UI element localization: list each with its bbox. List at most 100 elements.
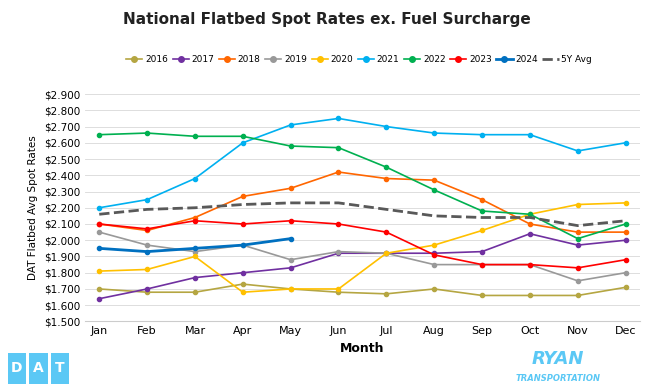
2023: [239, 221, 247, 226]
5Y Avg: [526, 215, 534, 220]
2017: [526, 231, 534, 236]
2023: [383, 230, 390, 234]
2022: [383, 165, 390, 169]
2017: [478, 249, 486, 254]
5Y Avg: [574, 223, 582, 228]
2018: [191, 215, 199, 220]
2024: [191, 246, 199, 251]
2018: [143, 228, 151, 233]
2023: [574, 265, 582, 270]
2019: [526, 262, 534, 267]
2020: [239, 290, 247, 294]
Text: T: T: [56, 361, 65, 376]
2016: [478, 293, 486, 298]
2024: [287, 236, 295, 241]
Bar: [51, 353, 69, 384]
2019: [95, 230, 103, 234]
Line: 2022: 2022: [97, 131, 628, 241]
2019: [191, 249, 199, 254]
2020: [334, 287, 342, 291]
2023: [287, 218, 295, 223]
Line: 2016: 2016: [97, 282, 628, 298]
2019: [239, 243, 247, 247]
2019: [430, 262, 438, 267]
2020: [574, 202, 582, 207]
2016: [95, 287, 103, 291]
2019: [143, 243, 151, 247]
2021: [383, 124, 390, 129]
5Y Avg: [430, 214, 438, 218]
2018: [526, 221, 534, 226]
2016: [287, 287, 295, 291]
2018: [430, 178, 438, 183]
2020: [191, 254, 199, 259]
2017: [430, 251, 438, 256]
5Y Avg: [95, 212, 103, 217]
2020: [430, 243, 438, 247]
2016: [191, 290, 199, 294]
Legend: 2016, 2017, 2018, 2019, 2020, 2021, 2022, 2023, 2024, 5Y Avg: 2016, 2017, 2018, 2019, 2020, 2021, 2022…: [123, 52, 596, 68]
2016: [383, 292, 390, 296]
2022: [287, 144, 295, 149]
2018: [574, 230, 582, 234]
2017: [143, 287, 151, 291]
2018: [95, 221, 103, 226]
2021: [191, 176, 199, 181]
Line: 2018: 2018: [97, 170, 628, 234]
Line: 2019: 2019: [97, 230, 628, 283]
2021: [622, 140, 629, 145]
2017: [622, 238, 629, 243]
5Y Avg: [287, 201, 295, 205]
2016: [239, 282, 247, 287]
5Y Avg: [478, 215, 486, 220]
2022: [239, 134, 247, 139]
Text: A: A: [33, 361, 44, 376]
2021: [287, 123, 295, 127]
2022: [95, 132, 103, 137]
5Y Avg: [143, 207, 151, 212]
2017: [191, 275, 199, 280]
2024: [239, 243, 247, 247]
2020: [526, 212, 534, 217]
2023: [143, 227, 151, 231]
2021: [95, 205, 103, 210]
2018: [383, 176, 390, 181]
2016: [526, 293, 534, 298]
2023: [622, 258, 629, 262]
5Y Avg: [334, 201, 342, 205]
Text: RYAN: RYAN: [532, 350, 584, 368]
2018: [478, 197, 486, 202]
2019: [478, 262, 486, 267]
2019: [334, 249, 342, 254]
2022: [478, 209, 486, 213]
2022: [430, 187, 438, 192]
2017: [383, 251, 390, 256]
2020: [287, 287, 295, 291]
Line: 2021: 2021: [97, 116, 628, 210]
Bar: [29, 353, 48, 384]
2016: [143, 290, 151, 294]
2018: [334, 170, 342, 174]
5Y Avg: [383, 207, 390, 212]
2019: [574, 278, 582, 283]
2016: [622, 285, 629, 290]
2021: [526, 132, 534, 137]
2018: [622, 230, 629, 234]
5Y Avg: [191, 205, 199, 210]
2016: [334, 290, 342, 294]
2022: [574, 236, 582, 241]
2020: [622, 201, 629, 205]
2020: [143, 267, 151, 272]
2019: [383, 251, 390, 256]
Line: 2024: 2024: [97, 236, 293, 254]
2023: [478, 262, 486, 267]
2018: [239, 194, 247, 199]
Line: 2020: 2020: [97, 201, 628, 294]
2016: [430, 287, 438, 291]
2023: [430, 252, 438, 257]
2023: [191, 218, 199, 223]
2020: [95, 269, 103, 274]
Line: 2023: 2023: [97, 219, 628, 270]
Text: TRANSPORTATION: TRANSPORTATION: [516, 374, 601, 383]
2023: [334, 221, 342, 226]
